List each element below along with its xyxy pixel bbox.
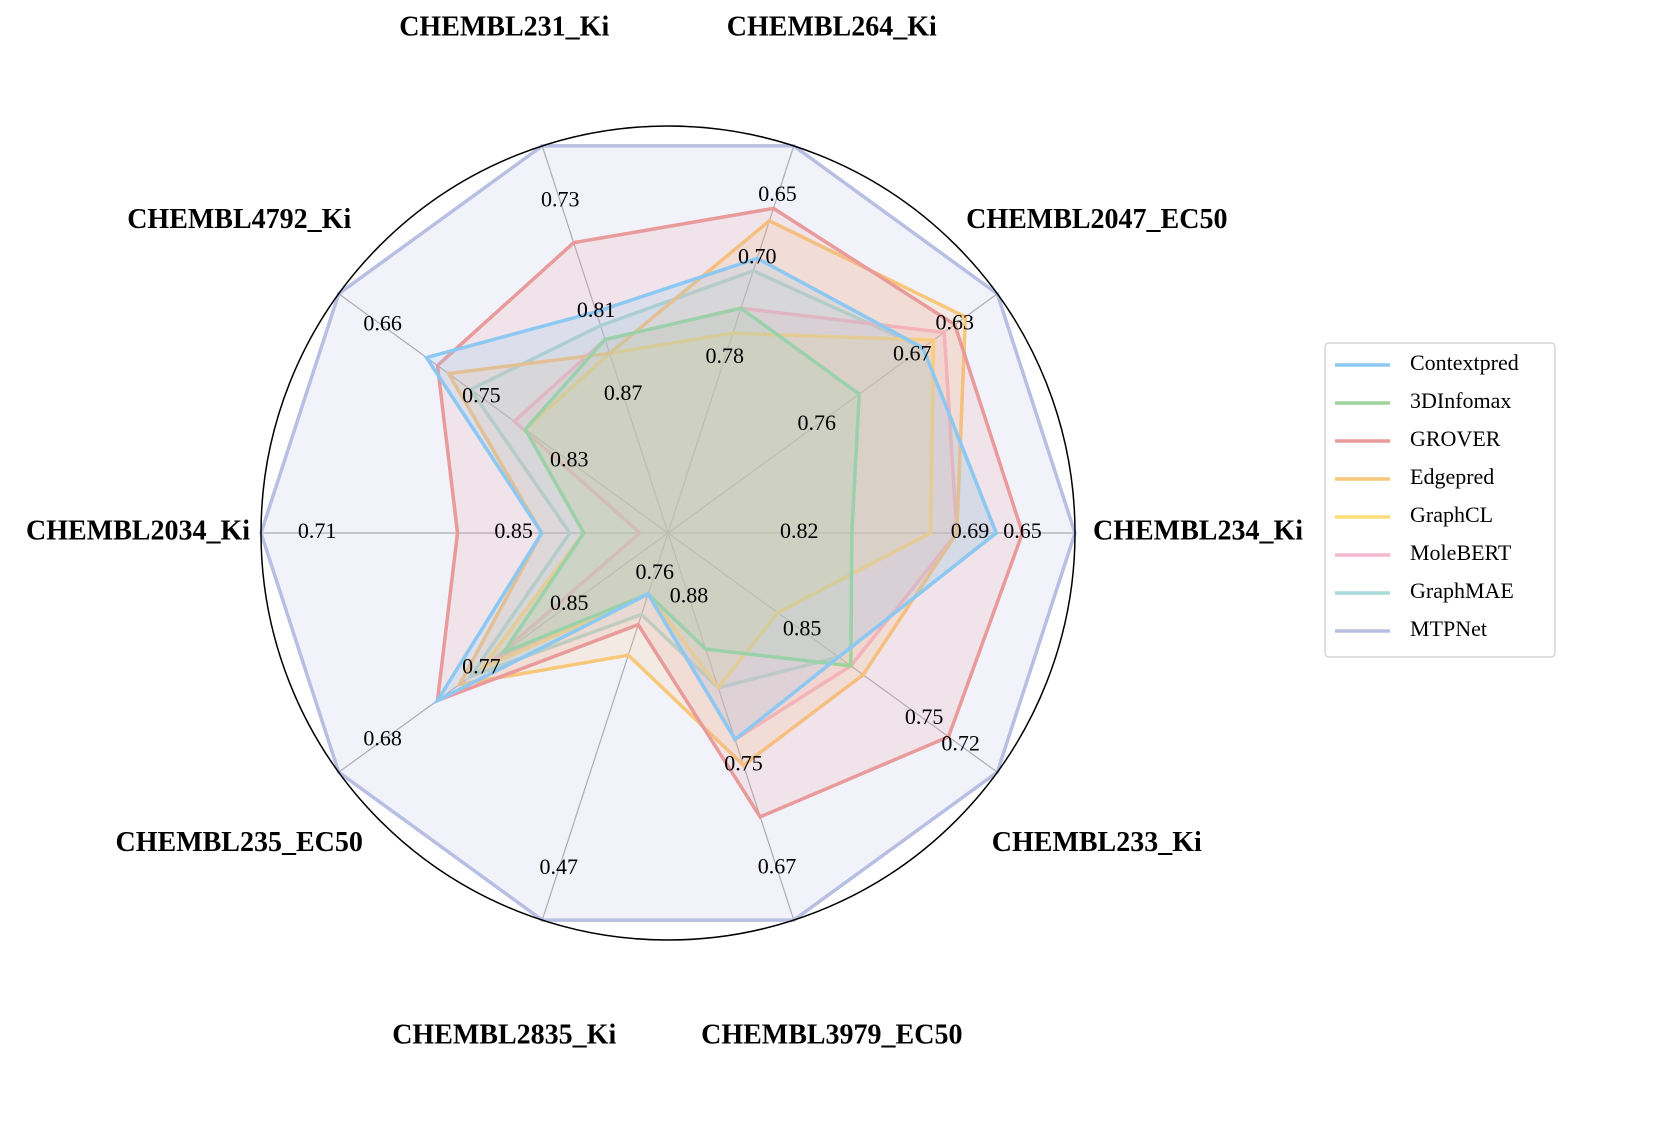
tick-label: 0.69 (951, 518, 990, 543)
legend: Contextpred 3DInfomax GROVER Edgepred GraphC… (1324, 342, 1556, 658)
tick-label: 0.47 (540, 854, 579, 879)
legend-label: Edgepred (1410, 464, 1494, 489)
tick-label: 0.83 (550, 446, 589, 471)
tick-label: 0.76 (636, 559, 675, 584)
tick-label: 0.70 (738, 243, 777, 268)
axis-label: CHEMBL233_Ki (992, 827, 1202, 858)
axis-label: CHEMBL231_Ki (399, 11, 609, 42)
axis-label: CHEMBL4792_Ki (127, 204, 351, 235)
series-area (492, 308, 957, 740)
legend-label: MTPNet (1410, 616, 1487, 641)
tick-label: 0.66 (363, 311, 402, 336)
series-area (481, 333, 934, 688)
tick-label: 0.81 (577, 297, 616, 322)
tick-label: 0.77 (462, 654, 501, 679)
series-line (423, 256, 999, 743)
tick-label: 0.65 (758, 181, 797, 206)
tick-label: 0.65 (1003, 518, 1042, 543)
legend-label: GROVER (1410, 426, 1501, 451)
tick-label: 0.71 (298, 518, 337, 543)
axis-label: CHEMBL235_EC50 (116, 827, 363, 858)
frame (260, 125, 1076, 941)
tick-label: 0.67 (758, 854, 797, 879)
axis-label: CHEMBL3979_EC50 (701, 1019, 962, 1050)
tick-label: 0.85 (550, 590, 589, 615)
tick-label: 0.85 (783, 616, 822, 641)
axis-label: CHEMBL2034_Ki (26, 515, 250, 546)
tick-label: 0.82 (780, 518, 819, 543)
tick-label: 0.73 (541, 186, 580, 211)
series-area (470, 270, 997, 688)
series-area (426, 258, 997, 740)
tick-label: 0.75 (724, 750, 763, 775)
legend-label: MoleBERT (1410, 540, 1512, 565)
tick-label: 0.85 (494, 518, 533, 543)
tick-label: 0.72 (941, 731, 980, 756)
legend-label: 3DInfomax (1410, 388, 1511, 413)
series-line (435, 206, 1025, 820)
tick-label: 0.75 (905, 704, 944, 729)
series-line (465, 268, 999, 690)
spoke (667, 532, 795, 921)
axis-label: CHEMBL2835_Ki (392, 1019, 616, 1050)
tick-label: 0.76 (797, 410, 836, 435)
axis-label: CHEMBL234_Ki (1093, 515, 1303, 546)
series-line (498, 306, 861, 668)
plot-area: 0.82 0.69 0.65 CHEMBL234_Ki0.760.670.63CHEM… (26, 11, 1303, 1050)
axis-label: CHEMBL2047_EC50 (966, 204, 1227, 235)
tick-label: 0.78 (706, 343, 745, 368)
spoke (667, 532, 998, 773)
spoke (667, 145, 795, 534)
legend-box (1324, 342, 1556, 658)
axis-label: CHEMBL264_Ki (727, 11, 937, 42)
tick-label: 0.75 (462, 382, 501, 407)
series-area (437, 208, 1023, 817)
series-line (491, 306, 959, 742)
tick-label: 0.87 (604, 380, 643, 405)
series-area (503, 308, 860, 666)
spoke (541, 532, 669, 921)
tick-label: 0.68 (363, 725, 402, 750)
legend-label: GraphMAE (1410, 578, 1514, 603)
spoke (338, 293, 669, 534)
tick-label: 0.63 (936, 310, 975, 335)
legend-label: Contextpred (1410, 350, 1519, 375)
tick-label: 0.67 (893, 341, 932, 366)
legend-label: GraphCL (1410, 502, 1493, 527)
tick-label: 0.88 (670, 583, 709, 608)
